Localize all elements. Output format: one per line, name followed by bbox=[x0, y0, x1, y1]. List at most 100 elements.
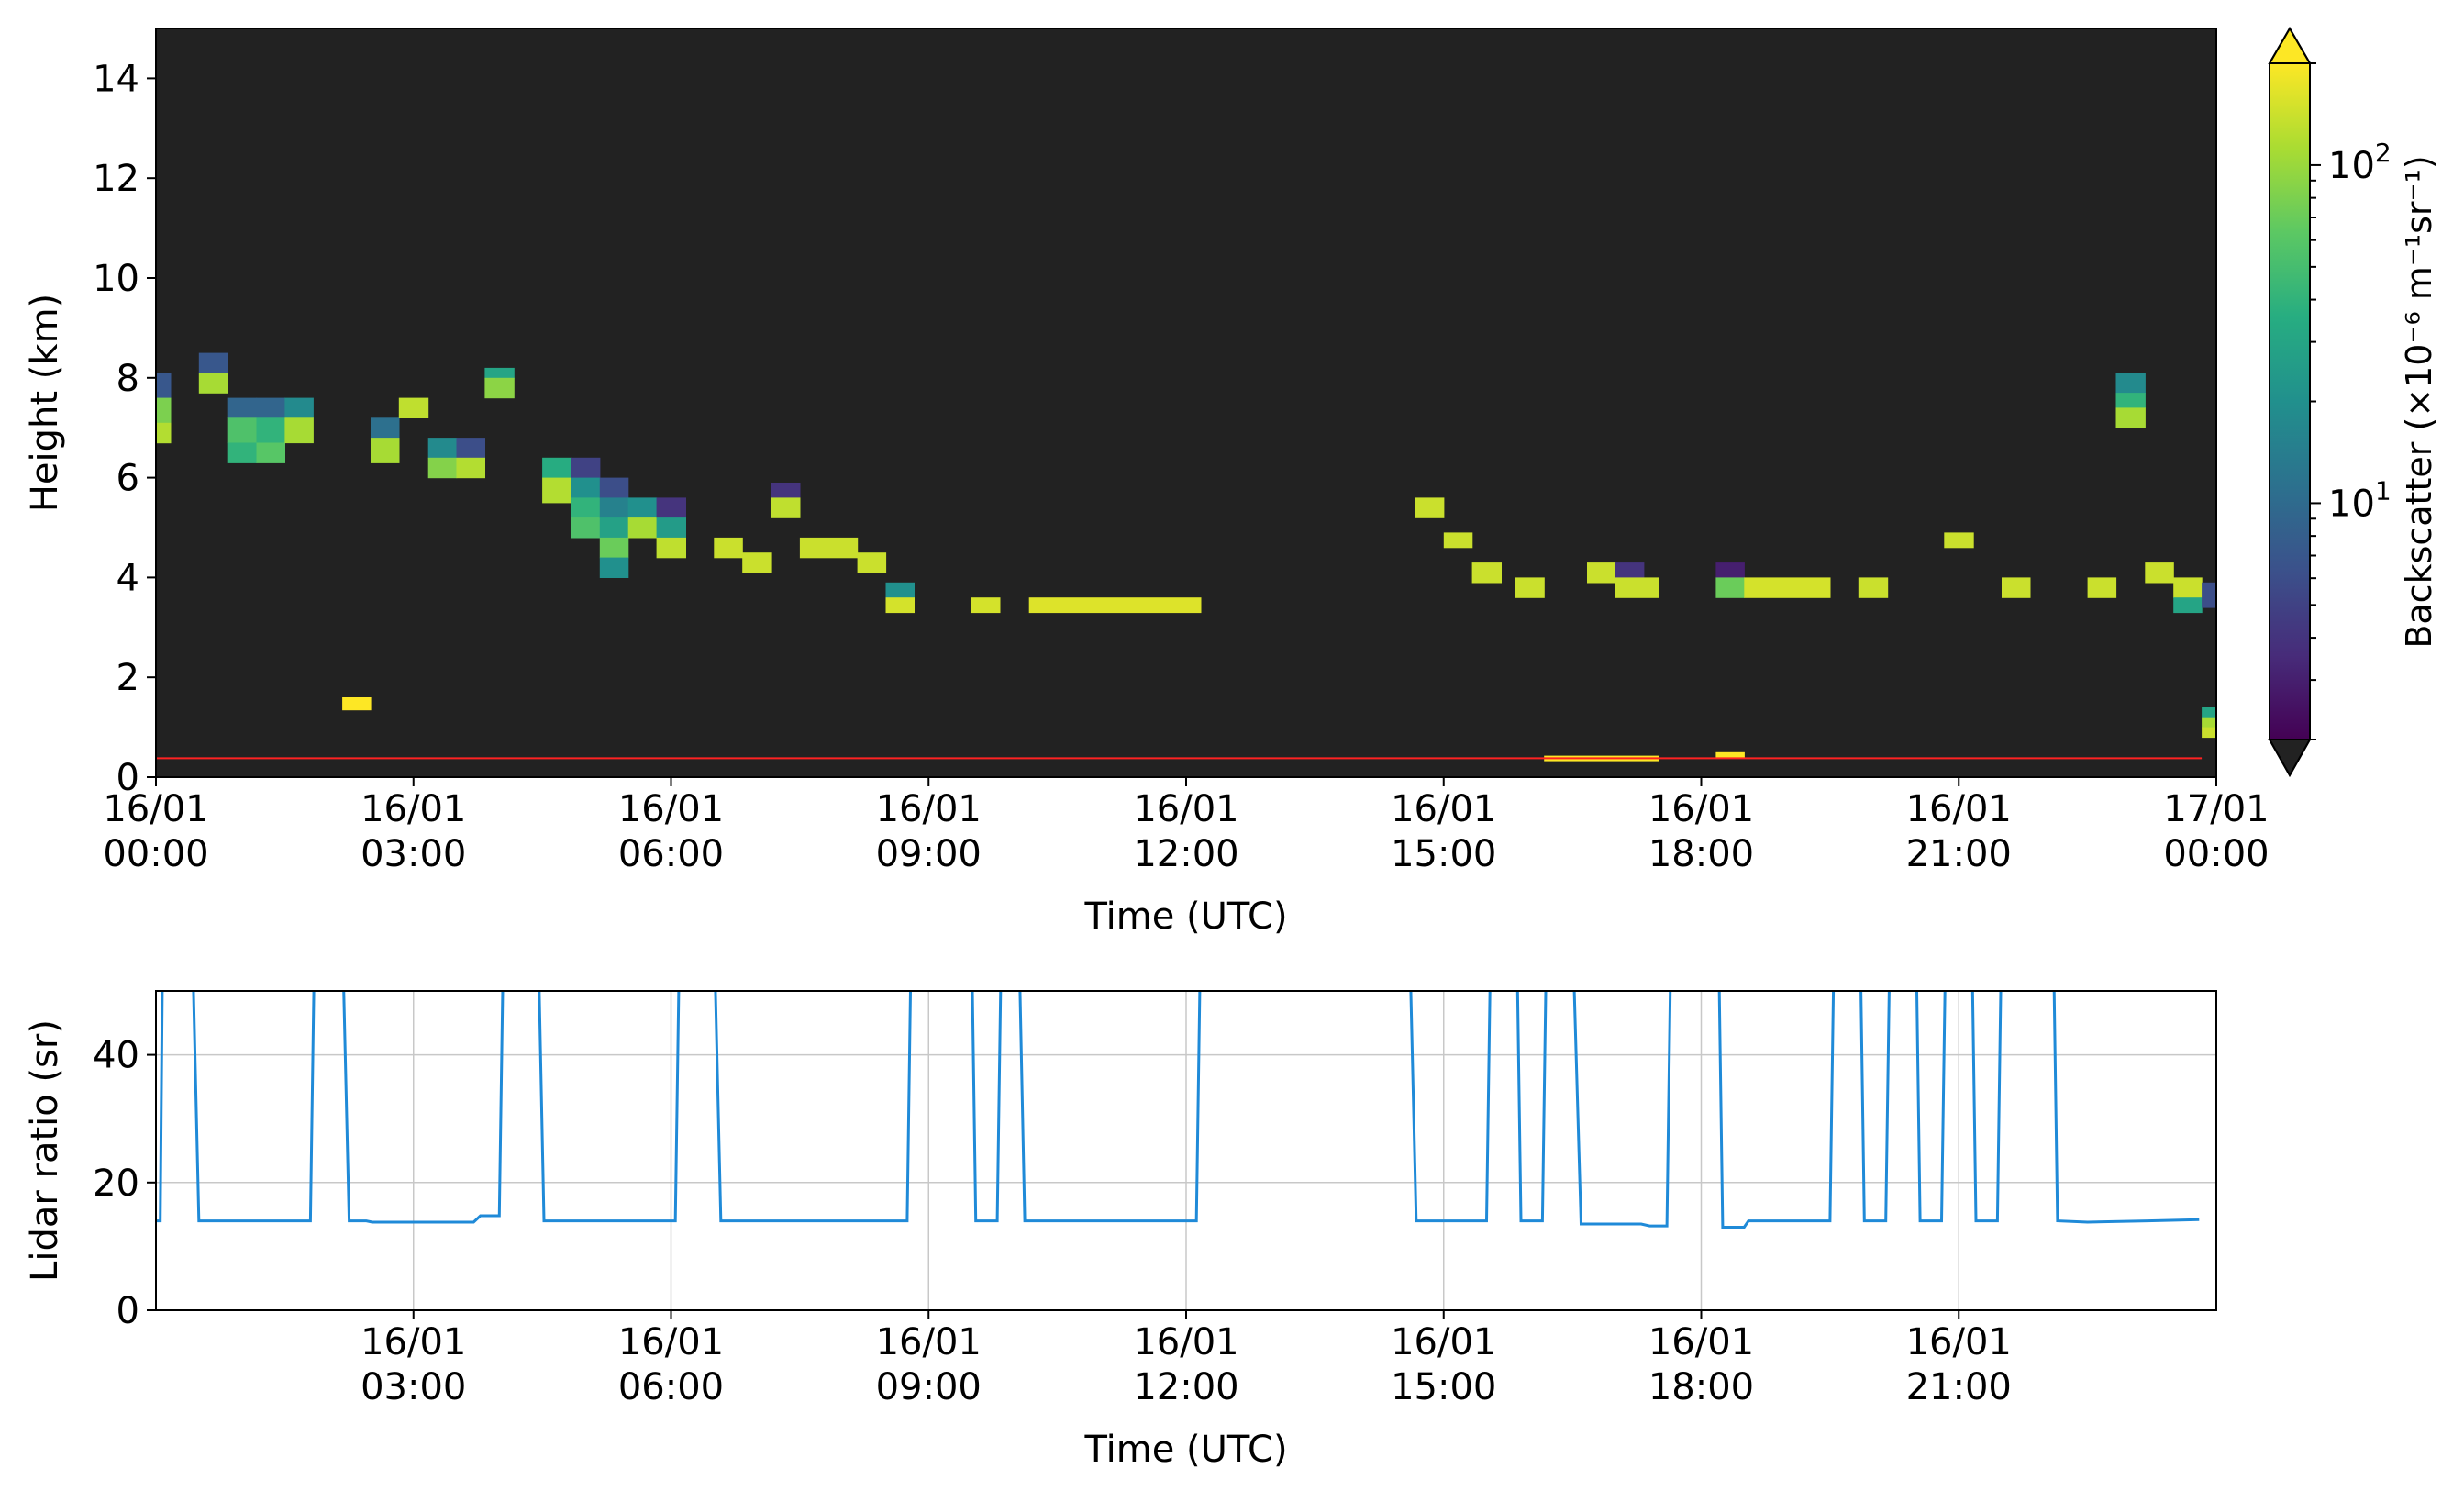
y-tick-label: 2 bbox=[117, 657, 139, 699]
y-tick-label: 10 bbox=[93, 258, 139, 300]
heatmap-ylabel: Height (km) bbox=[24, 294, 66, 512]
backscatter-cell bbox=[1028, 597, 1202, 614]
colorbar-tick-label: 101 bbox=[2328, 475, 2392, 525]
backscatter-cell bbox=[656, 517, 686, 539]
backscatter-cell bbox=[371, 417, 400, 439]
y-tick-label: 40 bbox=[93, 1035, 139, 1077]
backscatter-cell bbox=[799, 537, 859, 559]
backscatter-cell bbox=[542, 457, 572, 479]
x-tick-date: 16/01 bbox=[1391, 788, 1496, 830]
x-tick-time: 12:00 bbox=[1133, 833, 1238, 875]
backscatter-cell bbox=[857, 552, 887, 573]
backscatter-cell bbox=[627, 497, 658, 518]
x-tick-time: 15:00 bbox=[1391, 833, 1496, 875]
backscatter-cell bbox=[2202, 707, 2216, 718]
backscatter-cell bbox=[2087, 577, 2117, 598]
backscatter-cell bbox=[742, 552, 772, 573]
backscatter-cell bbox=[2145, 562, 2174, 584]
backscatter-cell bbox=[2115, 407, 2146, 428]
backscatter-cell bbox=[484, 367, 515, 379]
backscatter-cell bbox=[1415, 497, 1445, 518]
backscatter-cell bbox=[571, 517, 601, 539]
y-tick-label: 8 bbox=[117, 358, 139, 400]
heatmap-xlabel: Time (UTC) bbox=[1083, 896, 1287, 938]
backscatter-cell bbox=[599, 477, 629, 498]
x-tick-time: 00:00 bbox=[103, 833, 208, 875]
backscatter-cell bbox=[885, 582, 915, 598]
y-tick-label: 12 bbox=[93, 158, 139, 200]
colorbar-label: Backscatter (×10⁻⁶ m⁻¹sr⁻¹) bbox=[2399, 155, 2439, 648]
backscatter-cell bbox=[2202, 717, 2216, 729]
y-tick-label: 0 bbox=[117, 757, 139, 799]
y-tick-label: 4 bbox=[117, 557, 139, 599]
backscatter-cell bbox=[456, 438, 485, 459]
backscatter-cell bbox=[156, 373, 172, 399]
x-tick-time: 03:00 bbox=[361, 1366, 466, 1408]
x-tick-time: 12:00 bbox=[1133, 1366, 1238, 1408]
y-tick-label: 0 bbox=[117, 1290, 139, 1332]
colorbar-gradient bbox=[2270, 63, 2310, 740]
backscatter-cell bbox=[714, 537, 743, 559]
backscatter-cell bbox=[627, 517, 658, 539]
backscatter-cell bbox=[2202, 727, 2216, 739]
x-tick-time: 06:00 bbox=[618, 1366, 724, 1408]
backscatter-cell bbox=[599, 517, 629, 539]
colorbar-extend-max bbox=[2268, 27, 2312, 64]
backscatter-cell bbox=[1471, 562, 1502, 584]
x-tick-date: 16/01 bbox=[1648, 1321, 1754, 1363]
backscatter-cell bbox=[2173, 597, 2203, 614]
backscatter-cell bbox=[971, 597, 1001, 614]
backscatter-cell bbox=[599, 497, 629, 518]
backscatter-cell bbox=[771, 483, 801, 498]
x-tick-time: 18:00 bbox=[1648, 833, 1754, 875]
colorbar-extend-min bbox=[2268, 739, 2312, 778]
backscatter-cell bbox=[1587, 562, 1616, 584]
backscatter-cell bbox=[1615, 577, 1659, 598]
backscatter-cell bbox=[2202, 582, 2216, 608]
colorbar-tick-label: 102 bbox=[2328, 138, 2392, 187]
x-tick-date: 16/01 bbox=[361, 788, 466, 830]
backscatter-cell bbox=[656, 537, 686, 559]
y-tick-label: 14 bbox=[93, 58, 139, 100]
x-tick-date: 16/01 bbox=[1133, 1321, 1238, 1363]
x-tick-time: 21:00 bbox=[1906, 1366, 2012, 1408]
backscatter-cell bbox=[227, 417, 258, 444]
backscatter-cell bbox=[771, 497, 801, 518]
backscatter-cell bbox=[1715, 751, 1745, 759]
y-tick-label: 6 bbox=[117, 458, 139, 500]
backscatter-cell bbox=[1715, 562, 1745, 578]
x-tick-date: 16/01 bbox=[103, 788, 208, 830]
backscatter-cell bbox=[198, 352, 228, 373]
backscatter-cell bbox=[1715, 577, 1745, 598]
x-tick-time: 03:00 bbox=[361, 833, 466, 875]
backscatter-cell bbox=[398, 397, 429, 418]
backscatter-cell bbox=[198, 373, 228, 394]
backscatter-cell bbox=[256, 442, 285, 463]
backscatter-cell bbox=[1744, 577, 1831, 598]
x-tick-date: 16/01 bbox=[1906, 788, 2012, 830]
backscatter-cell bbox=[2115, 393, 2146, 408]
backscatter-cell bbox=[227, 442, 258, 463]
backscatter-cell bbox=[456, 457, 485, 479]
backscatter-cell bbox=[656, 497, 686, 518]
x-tick-time: 15:00 bbox=[1391, 1366, 1496, 1408]
backscatter-cell bbox=[427, 457, 458, 479]
x-tick-time: 09:00 bbox=[876, 833, 982, 875]
backscatter-cell bbox=[599, 537, 629, 559]
x-tick-date: 16/01 bbox=[876, 1321, 982, 1363]
backscatter-cell bbox=[571, 477, 601, 498]
backscatter-cell bbox=[885, 597, 915, 614]
backscatter-cell bbox=[284, 417, 314, 444]
backscatter-cell bbox=[342, 697, 372, 711]
x-tick-date: 16/01 bbox=[618, 788, 724, 830]
x-tick-date: 17/01 bbox=[2163, 788, 2269, 830]
backscatter-cell bbox=[1944, 532, 1974, 549]
backscatter-cell bbox=[256, 417, 285, 444]
heatmap-background bbox=[156, 28, 2216, 777]
x-tick-date: 16/01 bbox=[876, 788, 982, 830]
x-tick-time: 21:00 bbox=[1906, 833, 2012, 875]
backscatter-cell bbox=[1515, 577, 1545, 598]
x-tick-date: 16/01 bbox=[618, 1321, 724, 1363]
